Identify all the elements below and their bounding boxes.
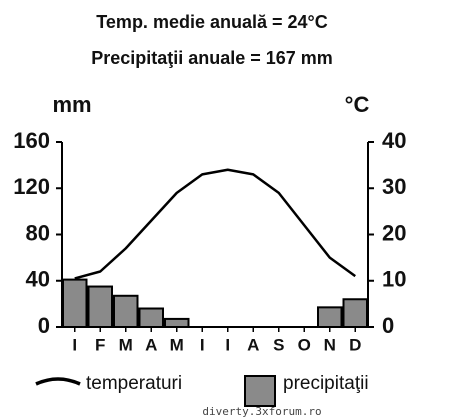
x-tick-label: M [119,335,133,354]
line [74,168,356,280]
legend-swatch [244,375,276,407]
x-tick-label: A [145,335,157,354]
bar [138,307,164,328]
y-tick-label: 120 [13,174,50,199]
x-tick-label: N [324,335,336,354]
y-tick-label: 0 [38,313,50,338]
y-tick-label: 160 [13,128,50,153]
legend-line [35,377,81,386]
x-tick-label: D [349,335,361,354]
y2-tick-label: 20 [382,220,406,245]
y2-tick-label: 0 [382,313,394,338]
x-tick-label: M [170,335,184,354]
x-tick-label: I [200,335,205,354]
x-tick-label: F [95,335,105,354]
x-tick-label: S [273,335,284,354]
bar [342,298,368,328]
watermark: diverty.3xforum.ro [202,405,321,418]
y-tick-label: 40 [26,267,50,292]
chart-title: Temp. medie anuală = 24°C [96,12,327,32]
x-tick-label: I [72,335,77,354]
y-tick-label: 80 [26,220,50,245]
bar [62,278,88,328]
legend: temperaturi precipitaţii [35,373,369,407]
y2-tick-label: 40 [382,128,406,153]
bar [113,294,139,328]
x-tick-label: O [298,335,311,354]
x-tick-label: A [247,335,259,354]
legend-label: temperaturi [86,373,182,394]
chart-subtitle: Precipitaţii anuale = 167 mm [91,48,333,68]
y2-tick-label: 30 [382,174,406,199]
bar [164,317,190,328]
y2-tick-label: 10 [382,267,406,292]
legend-label: precipitaţii [283,373,369,394]
bar [87,285,113,328]
y-axis-label: mm [52,92,91,117]
bar [317,306,343,328]
y2-axis-label: °C [345,92,370,117]
x-tick-label: I [225,335,230,354]
